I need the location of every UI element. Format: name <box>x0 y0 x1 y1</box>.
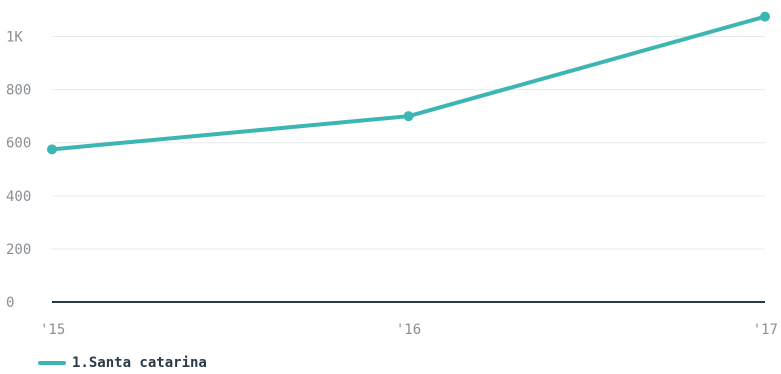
y-tick-label: 200 <box>6 242 31 258</box>
x-tick-label: '16 <box>396 322 421 338</box>
grid-lines <box>52 36 765 303</box>
data-point <box>403 111 414 122</box>
legend: 1.Santa catarina <box>38 355 207 371</box>
legend-swatch <box>38 361 66 365</box>
y-tick-label: 800 <box>6 83 31 99</box>
y-tick-label: 0 <box>6 295 14 311</box>
y-tick-label: 400 <box>6 189 31 205</box>
x-tick-label: '15 <box>40 322 65 338</box>
y-tick-label: 1K <box>6 30 23 46</box>
x-tick-label: '17 <box>753 322 778 338</box>
x-axis-ticks: '15 '16 '17 <box>40 322 778 338</box>
y-tick-label: 600 <box>6 136 31 152</box>
series-layer <box>47 11 770 155</box>
data-point <box>760 11 770 22</box>
legend-label: 1.Santa catarina <box>72 355 207 371</box>
y-axis-ticks: 0 200 400 600 800 1K <box>6 30 31 311</box>
data-point <box>47 144 57 155</box>
